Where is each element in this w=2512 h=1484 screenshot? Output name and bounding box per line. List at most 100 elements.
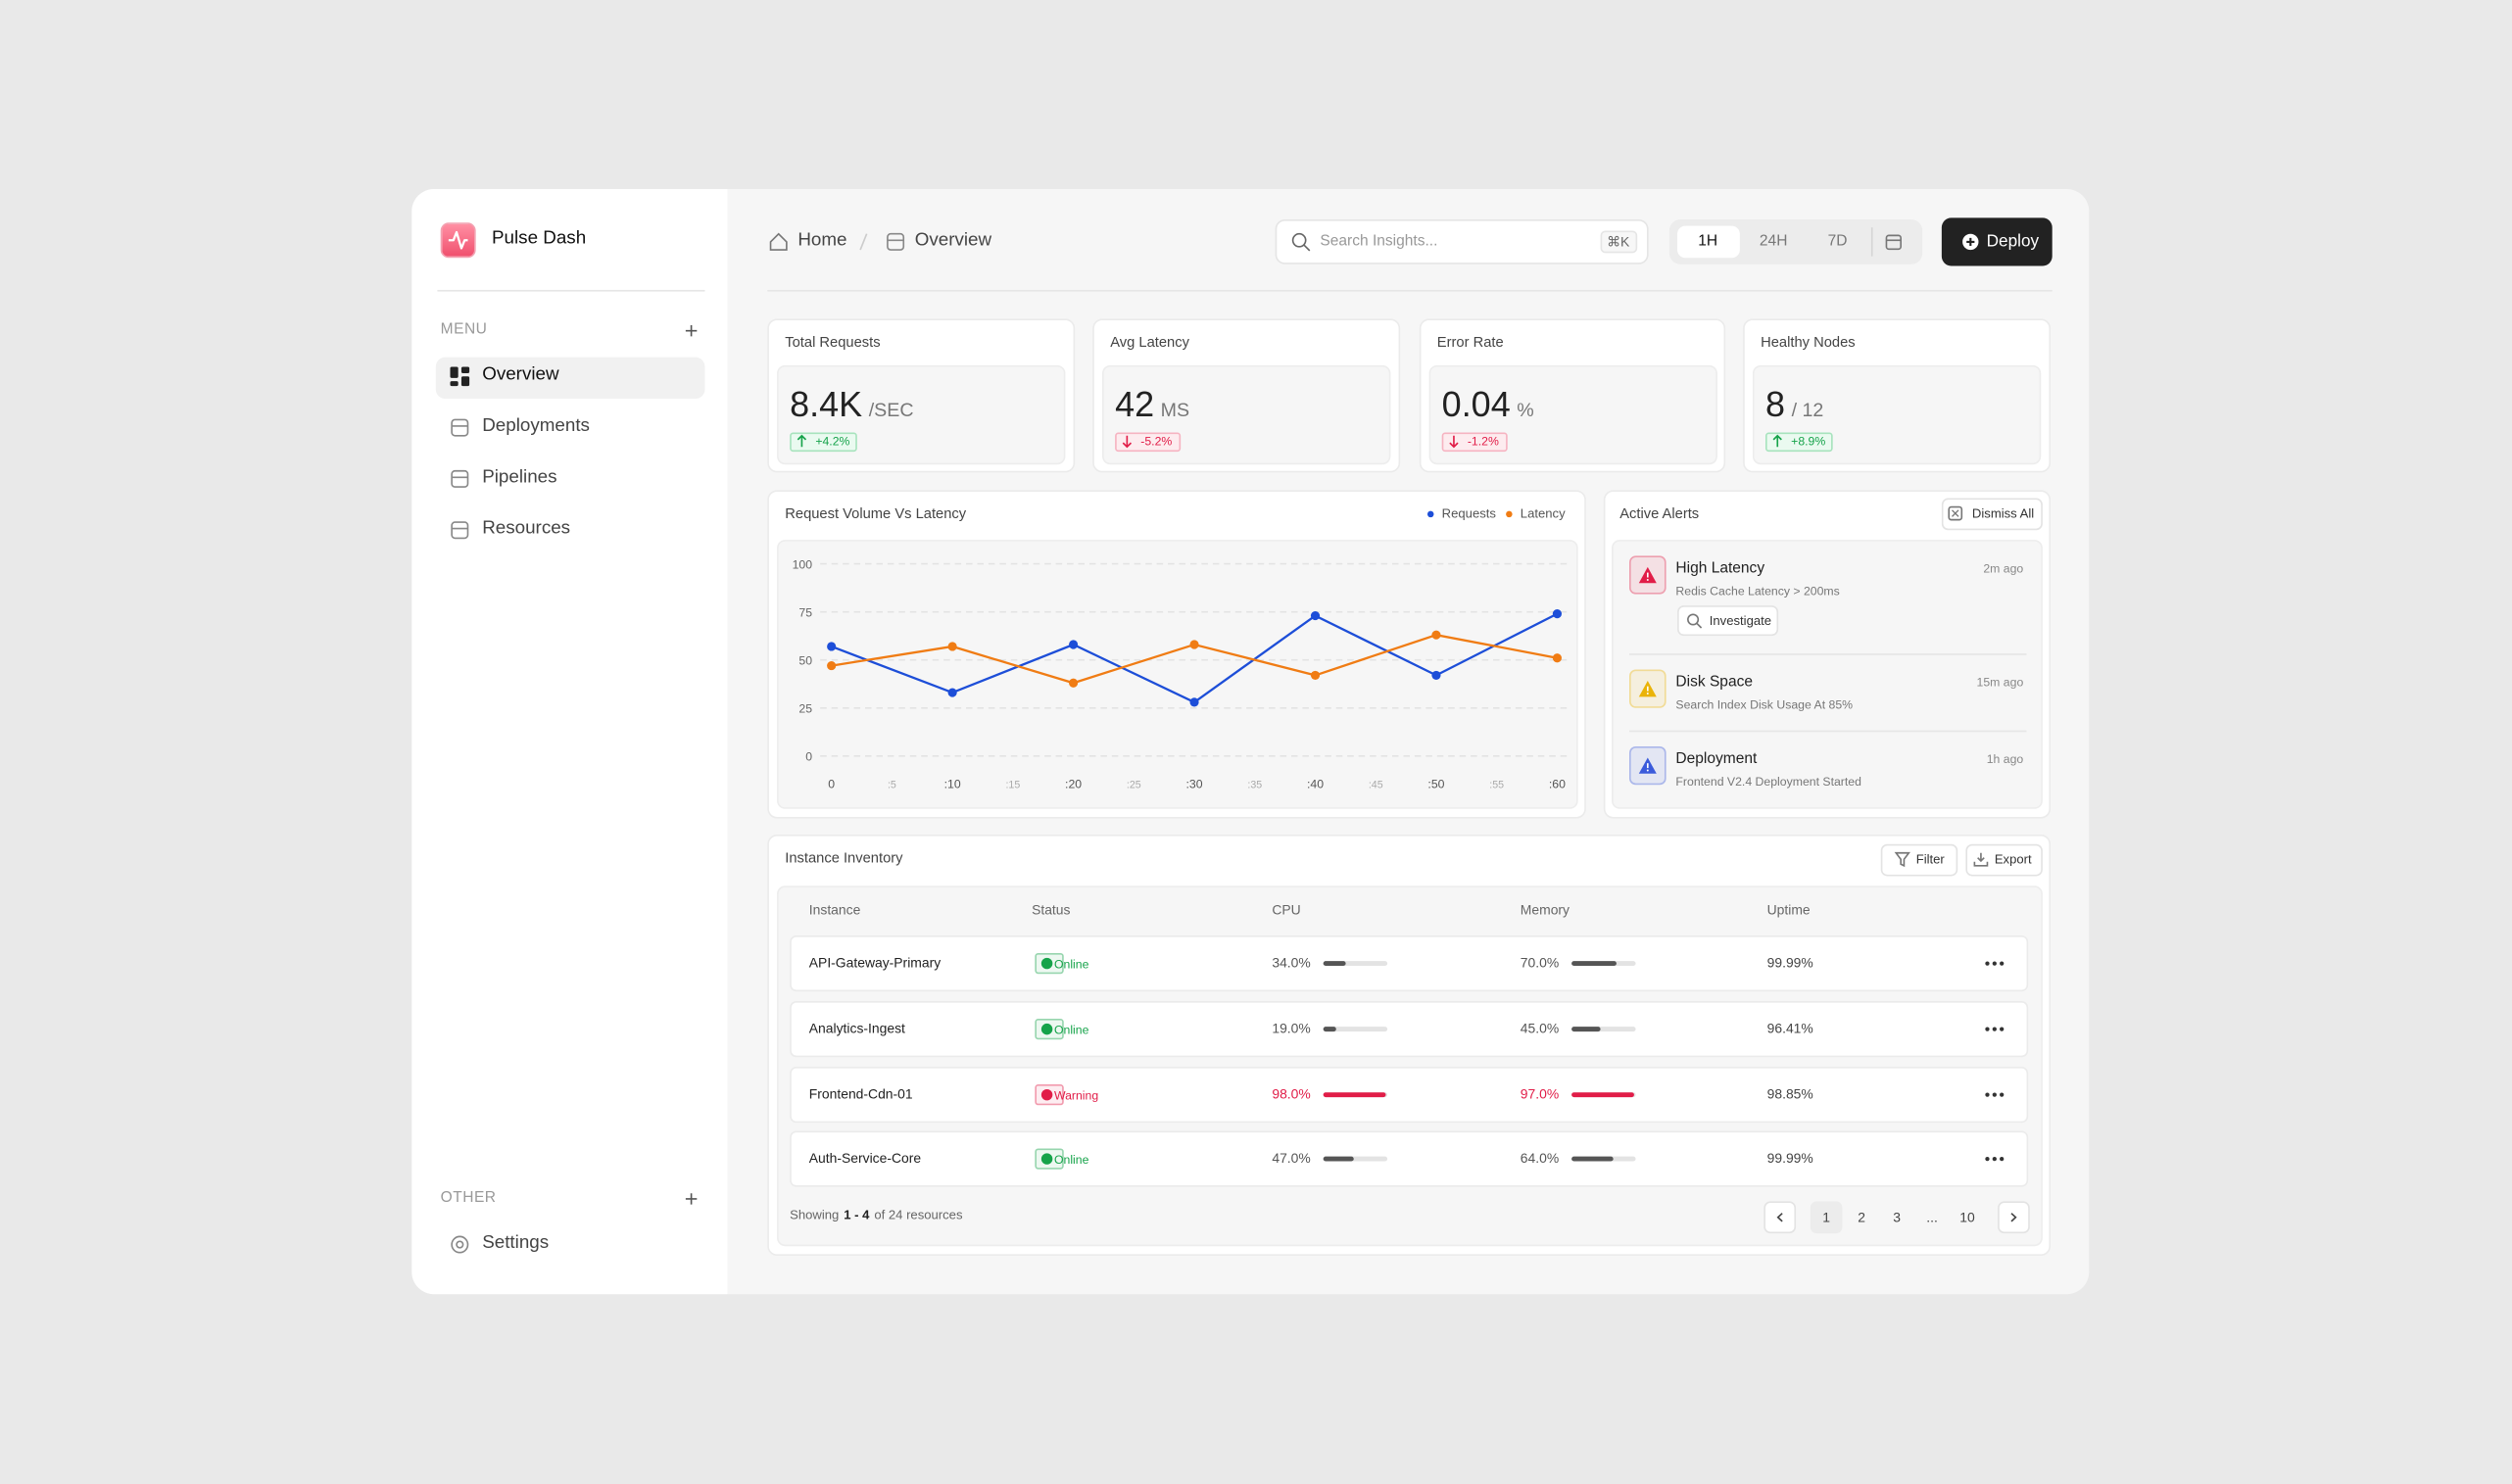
instance-name: Frontend-Cdn-01 [808,1085,913,1102]
instance-name: API-Gateway-Primary [808,954,942,971]
x-tick-label: 0 [828,778,835,791]
filter-button[interactable] [1880,843,1958,877]
kpi-value-row: 42 MS [1115,387,1189,423]
y-tick-label: 0 [805,750,812,764]
y-tick-label: 100 [793,557,813,571]
status-icon [1040,1088,1053,1101]
deploy-icon [1962,233,1979,251]
status-text: Online [1053,1152,1089,1168]
nav-item[interactable]: Resources [482,518,571,539]
nav-icon [450,366,470,387]
memory-value: 70.0% [1520,954,1560,971]
alerts-panel [1612,540,2043,809]
breadcrumb[interactable]: Home [797,230,847,251]
page-number[interactable]: ... [1926,1209,1938,1225]
add-icon[interactable] [685,324,698,337]
dismiss-button[interactable] [1941,498,2043,531]
nav-item[interactable]: Deployments [482,416,590,436]
x-tick-label: :10 [944,778,961,791]
row-menu[interactable] [1985,961,2005,966]
alert-title: High Latency [1675,559,1765,578]
range-active [1677,225,1740,259]
data-point [1069,678,1079,688]
x-tick-label: :5 [888,780,896,791]
breadcrumb-sep [859,233,868,251]
cpu-bar [1323,1026,1336,1031]
memory-bar [1571,1155,1613,1161]
range-option[interactable]: 24H [1759,232,1788,251]
page-number[interactable]: 2 [1858,1209,1865,1225]
data-point [1189,640,1199,649]
alert-icon [1638,566,1657,584]
kpi-label: Avg Latency [1110,334,1189,351]
instance-name: Auth-Service-Core [808,1149,922,1167]
cpu-value: 19.0% [1272,1020,1311,1036]
kpi-badge: +4.2% [790,432,858,453]
kpi-label: Error Rate [1436,334,1504,351]
row [790,1130,2029,1187]
cpu-track [1323,960,1388,966]
investigate-button[interactable] [1677,605,1779,637]
uptime: 98.85% [1766,1085,1813,1102]
chart-title: Request Volume Vs Latency [785,505,967,522]
export-button[interactable] [1965,843,2043,877]
range-option[interactable]: 7D [1827,232,1848,251]
status-text: Online [1053,957,1089,972]
kpi-change: -1.2% [1467,434,1499,449]
data-point [947,688,957,697]
breadcrumb: Overview [914,230,992,251]
search[interactable] [1275,219,1649,264]
alert-time: 15m ago [1976,675,2024,690]
status-icon [1040,1023,1053,1035]
calendar-icon[interactable] [1885,234,1902,251]
uptime: 99.99% [1766,954,1813,971]
nav-item[interactable]: Pipelines [482,467,557,488]
memory-track [1571,1026,1636,1031]
memory-value: 45.0% [1520,1020,1560,1036]
cpu-bar [1323,960,1345,966]
kpi-value: 8 [1764,384,1786,425]
data-point [827,661,837,671]
row-menu[interactable] [1985,1092,2005,1097]
footer-text: Showing 1 - 4 of 24 resources [790,1209,962,1222]
add-icon[interactable] [685,1193,698,1205]
prev-button[interactable] [1763,1201,1797,1234]
nav-item[interactable]: Overview [482,364,559,385]
brand: Pulse Dash [492,229,587,249]
page-number[interactable]: 10 [1959,1209,1975,1225]
kpi-unit: / 12 [1791,399,1824,422]
cpu-bar [1323,1091,1386,1097]
inventory-title: Instance Inventory [785,849,903,866]
page-active [1810,1201,1843,1234]
other-label: OTHER [440,1188,497,1207]
row-menu[interactable] [1985,1027,2005,1031]
kpi-value-row: 0.04% [1442,387,1534,423]
next-button[interactable] [1998,1201,2030,1234]
deploy-button[interactable] [1941,217,2053,266]
column-header: CPU [1272,901,1301,918]
export-text: Export [1994,852,2032,867]
row-menu[interactable] [1985,1156,2005,1162]
status-icon [1040,957,1053,970]
kpi-badge: +8.9% [1764,432,1834,453]
page-number[interactable]: 1 [1822,1209,1831,1225]
cpu-track [1323,1026,1388,1031]
x-tick-label: :40 [1307,778,1324,791]
page-number[interactable]: 3 [1893,1209,1901,1225]
x-tick-label: :35 [1247,780,1262,791]
x-tick-label: :50 [1427,778,1444,791]
nav-active[interactable] [435,357,705,400]
cpu-value: 34.0% [1272,954,1311,971]
kpi-value-row: 8.4K/SEC [790,387,913,423]
alert-title: Deployment [1675,749,1758,768]
range-sep [1870,227,1873,257]
status-text: Warning [1053,1088,1099,1103]
nav-item[interactable]: Settings [482,1233,550,1253]
logo-icon [448,230,468,250]
range-option[interactable]: 1H [1698,232,1718,251]
x-tick-label: :15 [1005,780,1020,791]
alert-description: Frontend V2.4 Deployment Started [1675,774,1861,790]
memory-bar [1571,1091,1634,1097]
nav-icon [451,469,469,488]
status-icon [1040,1153,1053,1165]
